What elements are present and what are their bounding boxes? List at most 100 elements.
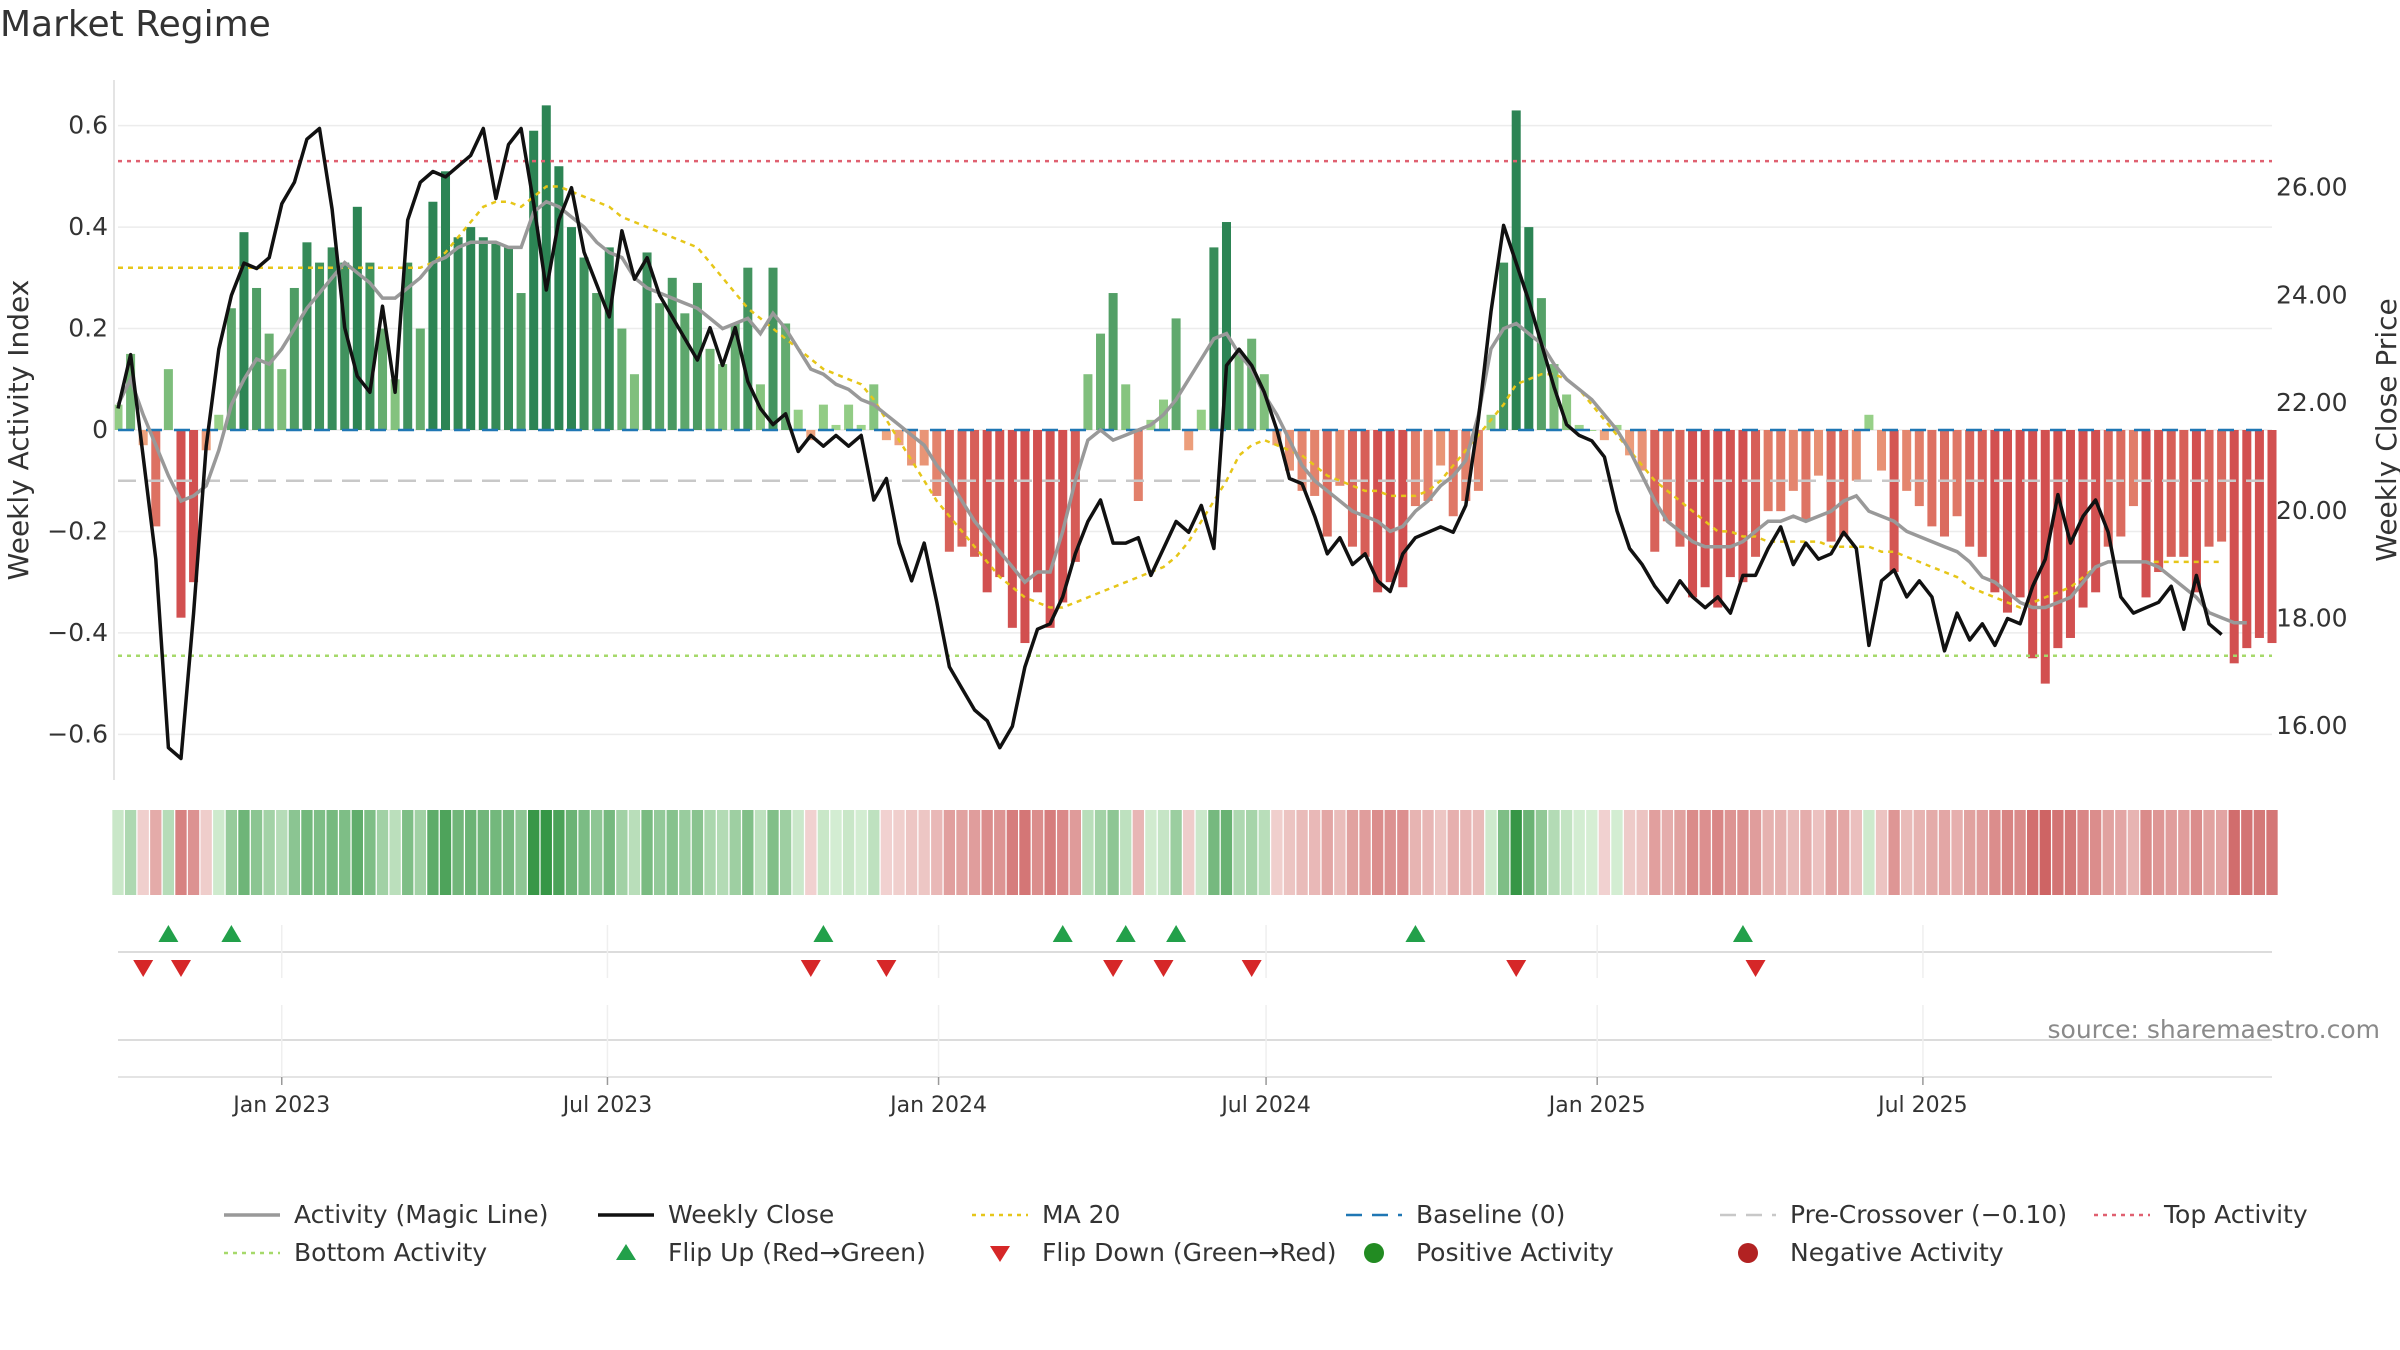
regime-cell xyxy=(351,810,363,895)
legend-item: Negative Activity xyxy=(1718,1238,2004,1267)
legend-symbol xyxy=(1346,1213,1402,1216)
regime-cell xyxy=(553,810,565,895)
regime-cell xyxy=(1220,810,1233,895)
flip-down-marker xyxy=(1103,960,1124,977)
regime-cell xyxy=(477,810,489,895)
regime-cell xyxy=(893,810,905,895)
regime-cell xyxy=(402,810,414,895)
activity-bar xyxy=(2053,430,2063,649)
regime-cell xyxy=(1938,810,1951,895)
regime-cell xyxy=(1384,810,1396,895)
activity-bar xyxy=(529,130,539,430)
legend-symbol xyxy=(224,1212,280,1217)
activity-bar xyxy=(2091,430,2101,593)
legend-symbol xyxy=(224,1251,280,1254)
regime-cell xyxy=(767,810,779,895)
regime-cell xyxy=(1346,810,1359,895)
activity-bar xyxy=(579,257,589,430)
activity-bar xyxy=(793,409,803,430)
regime-cell xyxy=(1964,810,1976,895)
regime-cell xyxy=(2052,810,2064,895)
regime-cell xyxy=(313,810,326,895)
activity-bar xyxy=(176,430,186,618)
flip-down-marker xyxy=(170,960,191,977)
activity-bar xyxy=(1486,414,1496,430)
regime-cell xyxy=(1447,810,1459,895)
regime-cell xyxy=(1838,810,1850,895)
flip-up-marker xyxy=(1115,925,1136,942)
regime-cell xyxy=(1649,810,1661,895)
activity-bar xyxy=(1826,430,1836,542)
legend-symbol xyxy=(1720,1213,1776,1216)
activity-bar xyxy=(655,303,665,430)
activity-bar xyxy=(1398,430,1408,588)
y-left-tick-label: −0.4 xyxy=(47,618,108,647)
regime-cell xyxy=(779,810,792,895)
activity-bar xyxy=(2103,430,2113,547)
legend-item: MA 20 xyxy=(970,1200,1120,1229)
activity-bar xyxy=(2116,430,2126,537)
regime-cell xyxy=(250,810,263,895)
regime-cell xyxy=(2027,810,2039,895)
x-tick-label: Jul 2025 xyxy=(1876,1093,1968,1118)
activity-bar xyxy=(1297,430,1307,491)
activity-bar xyxy=(1763,430,1773,512)
regime-cell xyxy=(1661,810,1674,895)
activity-bar xyxy=(1700,430,1710,588)
regime-cell xyxy=(540,810,552,895)
activity-bar xyxy=(957,430,967,547)
activity-bar xyxy=(2191,430,2201,593)
regime-cell xyxy=(1044,810,1056,895)
regime-cell xyxy=(679,810,691,895)
activity-bar xyxy=(617,328,627,430)
activity-bar xyxy=(1939,430,1949,537)
activity-bar xyxy=(718,364,728,430)
activity-bar xyxy=(352,206,362,430)
activity-bar xyxy=(214,414,224,430)
activity-bar xyxy=(1927,430,1937,527)
activity-bar xyxy=(478,237,488,430)
regime-cell xyxy=(1989,810,2001,895)
activity-bar xyxy=(264,333,274,430)
activity-bar xyxy=(1007,430,1017,628)
activity-bar xyxy=(516,293,526,430)
activity-bar xyxy=(378,328,388,430)
regime-cell xyxy=(691,810,704,895)
regime-cell xyxy=(742,810,754,895)
activity-bar xyxy=(881,430,891,441)
regime-cell xyxy=(1057,810,1069,895)
activity-bar xyxy=(1322,430,1332,537)
activity-bar xyxy=(1171,318,1181,430)
ma20-line xyxy=(118,185,2222,609)
activity-bar xyxy=(642,252,652,430)
activity-bar xyxy=(1247,338,1257,430)
regime-cell xyxy=(1283,810,1296,895)
activity-bar xyxy=(1033,430,1043,593)
activity-bar xyxy=(1221,222,1231,430)
activity-bar xyxy=(1234,353,1244,430)
regime-cell xyxy=(1901,810,1913,895)
regime-cell xyxy=(2152,810,2165,895)
activity-bar xyxy=(1259,374,1269,430)
regime-cell xyxy=(2140,810,2152,895)
activity-bar xyxy=(503,247,513,430)
regime-cell xyxy=(1825,810,1837,895)
regime-cell xyxy=(628,810,641,895)
activity-bar xyxy=(390,379,400,430)
regime-cell xyxy=(1800,810,1812,895)
regime-cell xyxy=(1208,810,1220,895)
regime-cell xyxy=(1775,810,1787,895)
regime-cell xyxy=(124,810,137,895)
regime-cell xyxy=(1183,810,1195,895)
activity-bar xyxy=(2229,430,2239,664)
magic-line xyxy=(116,199,2247,625)
legend-item: Flip Up (Red→Green) xyxy=(596,1238,926,1267)
regime-cell xyxy=(376,810,389,895)
regime-cell xyxy=(1460,810,1472,895)
chart-lines xyxy=(116,126,2272,761)
regime-cell xyxy=(666,810,678,895)
regime-cell xyxy=(2001,810,2014,895)
activity-bar xyxy=(1851,430,1861,481)
regime-cell xyxy=(1674,810,1686,895)
regime-cell xyxy=(2064,810,2077,895)
